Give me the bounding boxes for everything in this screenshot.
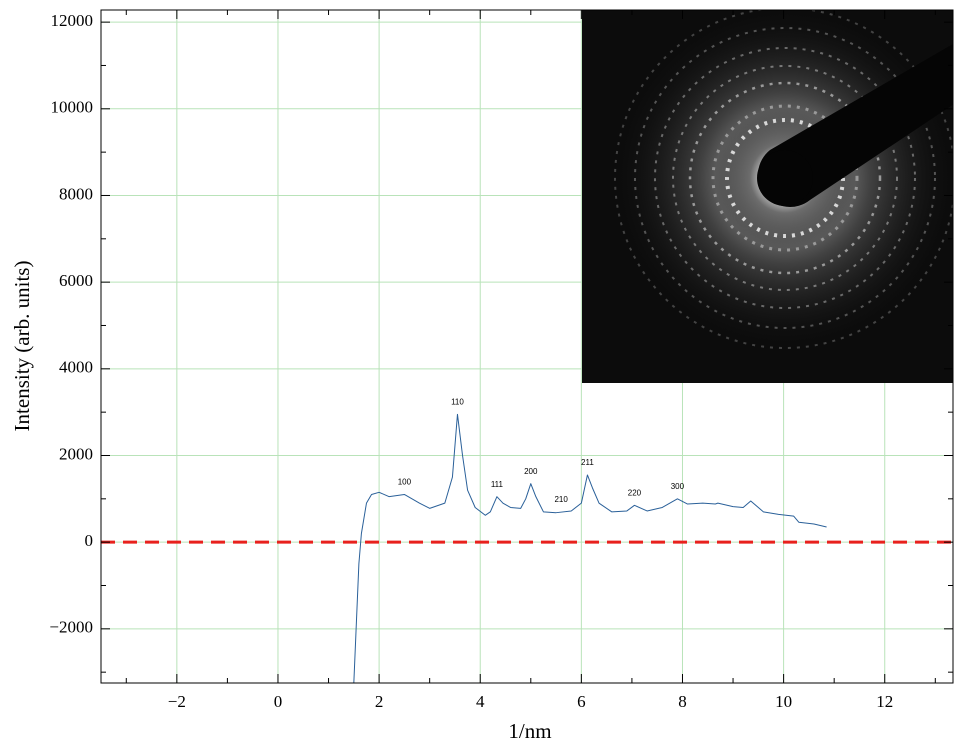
- x-tick-label: 6: [577, 692, 586, 711]
- peak-label: 200: [524, 467, 538, 476]
- y-tick-label: −2000: [49, 618, 93, 637]
- plot-frame: [100, 9, 954, 684]
- peak-label: 300: [671, 482, 685, 491]
- y-tick-label: 8000: [59, 184, 93, 203]
- data-line: [353, 413, 827, 684]
- peak-label: 110: [451, 397, 464, 406]
- x-tick-label: 10: [775, 692, 792, 711]
- y-tick-label: 0: [85, 531, 94, 550]
- y-tick-label: 12000: [51, 11, 94, 30]
- peak-label: 211: [581, 458, 594, 467]
- x-tick-label: 4: [476, 692, 485, 711]
- x-tick-label: −2: [168, 692, 186, 711]
- peak-label: 100: [398, 478, 412, 487]
- diffraction-inset: [582, 10, 953, 383]
- peak-label: 220: [628, 488, 642, 497]
- y-axis-label: Intensity (arb. units): [10, 261, 34, 432]
- y-tick-label: 10000: [51, 98, 94, 117]
- x-tick-label: 8: [678, 692, 687, 711]
- peak-label: 111: [491, 480, 504, 489]
- y-tick-label: 6000: [59, 271, 93, 290]
- x-tick-label: 0: [274, 692, 283, 711]
- peak-label: 210: [554, 495, 568, 504]
- y-tick-label: 2000: [59, 444, 93, 463]
- y-tick-label: 4000: [59, 358, 93, 377]
- x-axis-label: 1/nm: [508, 719, 551, 743]
- x-tick-label: 2: [375, 692, 384, 711]
- x-tick-label: 12: [876, 692, 893, 711]
